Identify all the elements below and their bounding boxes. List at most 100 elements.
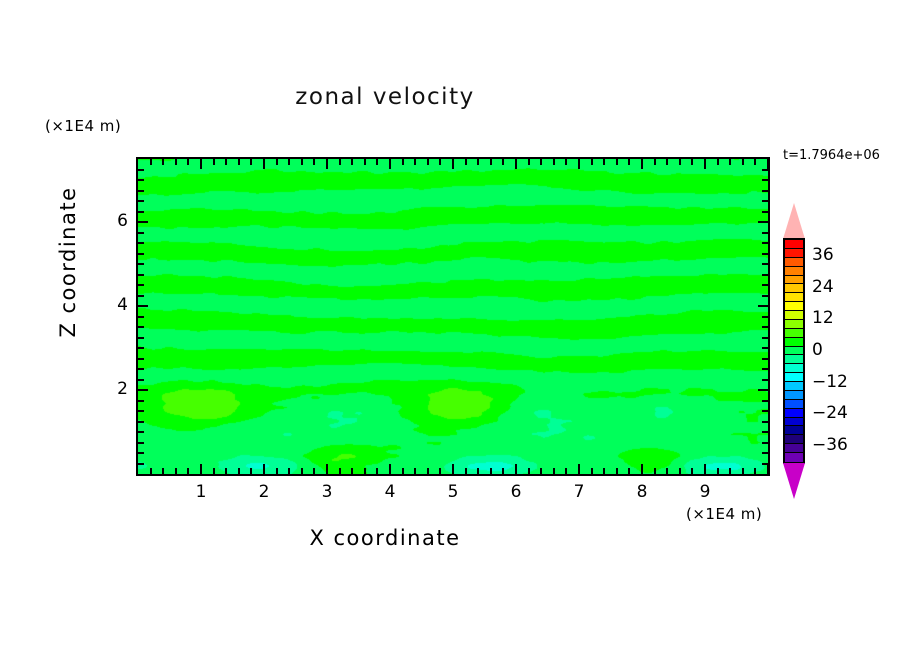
y-tick-2.75 [138, 358, 144, 360]
y-tick-right-4.5 [762, 284, 768, 286]
y-tick-label-2: 2 [106, 379, 128, 399]
contour-plot-area[interactable] [136, 157, 770, 476]
colorbar-label-6: −36 [812, 435, 848, 455]
x-tick-top-9 [704, 159, 706, 169]
x-tick-top-8.6 [679, 159, 681, 165]
x-tick-top-9.8 [754, 159, 756, 165]
y-tick-5.5 [138, 242, 144, 244]
y-tick-right-5.25 [762, 253, 768, 255]
x-tick-top-6 [515, 159, 517, 169]
y-axis-title: Z coordinate [56, 172, 80, 352]
x-tick-2.2 [276, 468, 278, 474]
y-tick-right-3.5 [762, 326, 768, 328]
y-tick-4.5 [138, 284, 144, 286]
colorbar-band-6 [785, 293, 803, 302]
x-tick-top-3.4 [351, 159, 353, 165]
x-tick-4 [389, 464, 391, 474]
x-tick-label-3: 3 [312, 482, 342, 502]
y-tick-0.25 [138, 463, 144, 465]
colorbar-band-2 [785, 258, 803, 267]
y-tick-right-0.25 [762, 463, 768, 465]
colorbar[interactable] [783, 203, 805, 499]
x-tick-top-5.6 [490, 159, 492, 165]
y-tick-4.25 [138, 295, 144, 297]
y-tick-3.5 [138, 326, 144, 328]
colorbar-band-4 [785, 276, 803, 285]
y-tick-right-5.75 [762, 232, 768, 234]
x-tick-5.6 [490, 468, 492, 474]
x-tick-3 [326, 464, 328, 474]
colorbar-band-13 [785, 355, 803, 364]
x-tick-8.2 [654, 468, 656, 474]
colorbar-label-3: 0 [812, 340, 823, 360]
y-tick-right-4 [758, 305, 768, 307]
x-tick-label-4: 4 [375, 482, 405, 502]
x-tick-6.6 [553, 468, 555, 474]
x-tick-top-2.8 [313, 159, 315, 165]
x-tick-6.4 [540, 468, 542, 474]
x-tick-0.8 [187, 468, 189, 474]
colorbar-over-arrow-icon [783, 203, 805, 239]
x-tick-top-1.2 [213, 159, 215, 165]
colorbar-label-0: 36 [812, 245, 834, 265]
x-tick-label-1: 1 [186, 482, 216, 502]
x-axis-title: X coordinate [0, 526, 770, 550]
x-tick-10 [767, 464, 769, 474]
colorbar-band-11 [785, 338, 803, 347]
x-tick-top-2 [263, 159, 265, 169]
y-tick-right-6.5 [762, 200, 768, 202]
x-tick-label-8: 8 [627, 482, 657, 502]
x-tick-top-5 [452, 159, 454, 169]
x-tick-0.6 [175, 468, 177, 474]
colorbar-band-15 [785, 373, 803, 382]
x-tick-8 [641, 464, 643, 474]
x-tick-top-7.8 [628, 159, 630, 165]
y-axis-units-label: (×1E4 m) [45, 117, 121, 135]
x-tick-top-0.2 [150, 159, 152, 165]
page-title: zonal velocity [0, 84, 770, 110]
x-tick-9.2 [717, 468, 719, 474]
colorbar-band-16 [785, 382, 803, 391]
x-tick-top-10 [767, 159, 769, 169]
x-tick-1.6 [238, 468, 240, 474]
x-tick-label-7: 7 [564, 482, 594, 502]
x-tick-9.8 [754, 468, 756, 474]
colorbar-label-1: 24 [812, 277, 834, 297]
x-tick-top-6.6 [553, 159, 555, 165]
x-tick-top-1 [200, 159, 202, 169]
x-tick-1.2 [213, 468, 215, 474]
x-tick-7 [578, 464, 580, 474]
y-tick-right-2.75 [762, 358, 768, 360]
x-tick-label-5: 5 [438, 482, 468, 502]
y-tick-4 [138, 305, 148, 307]
x-tick-6.2 [528, 468, 530, 474]
x-tick-top-4.8 [439, 159, 441, 165]
y-tick-0.75 [138, 442, 144, 444]
y-tick-right-3 [762, 347, 768, 349]
x-tick-top-1.8 [250, 159, 252, 165]
y-tick-5.25 [138, 253, 144, 255]
y-tick-5.75 [138, 232, 144, 234]
x-tick-2 [263, 464, 265, 474]
x-tick-6.8 [565, 468, 567, 474]
x-tick-top-9.2 [717, 159, 719, 165]
x-tick-2.4 [288, 468, 290, 474]
x-tick-top-2.6 [301, 159, 303, 165]
colorbar-bands [783, 238, 805, 464]
y-tick-right-7.25 [762, 169, 768, 171]
x-axis-units-label: (×1E4 m) [686, 505, 762, 523]
x-tick-0.4 [162, 468, 164, 474]
x-tick-1.8 [250, 468, 252, 474]
x-tick-0.2 [150, 468, 152, 474]
colorbar-label-5: −24 [812, 403, 848, 423]
x-tick-top-7.2 [591, 159, 593, 165]
x-tick-top-3.6 [364, 159, 366, 165]
colorbar-label-2: 12 [812, 308, 834, 328]
colorbar-band-21 [785, 426, 803, 435]
y-tick-right-1.5 [762, 410, 768, 412]
colorbar-band-0 [785, 240, 803, 249]
x-tick-top-9.4 [729, 159, 731, 165]
x-tick-top-7.4 [603, 159, 605, 165]
y-tick-right-3.25 [762, 337, 768, 339]
colorbar-band-17 [785, 391, 803, 400]
